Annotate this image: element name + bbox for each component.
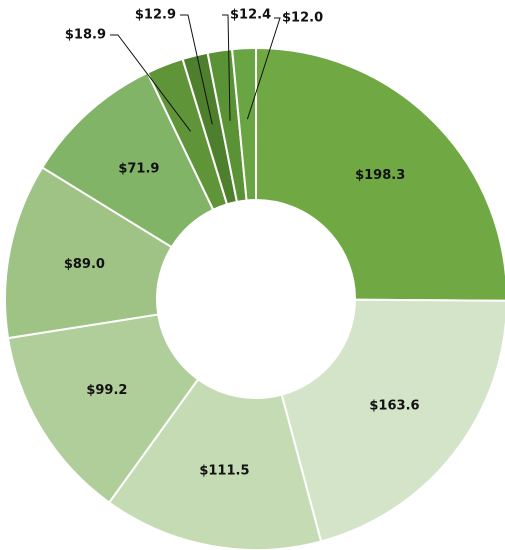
leader-line xyxy=(110,34,191,132)
donut-slice xyxy=(255,46,505,302)
callout-label: $12.4 xyxy=(230,8,271,23)
slice-label: $111.5 xyxy=(199,464,249,479)
leader-line xyxy=(222,14,231,121)
slice-label: $198.3 xyxy=(355,168,405,183)
slice-label: $71.9 xyxy=(118,161,159,176)
donut-slice xyxy=(280,298,505,543)
callout-label: $12.9 xyxy=(135,8,176,23)
donut-slice xyxy=(4,166,174,340)
callout-label: $12.0 xyxy=(282,11,323,26)
donut-slice xyxy=(6,313,200,504)
callout-label: $18.9 xyxy=(65,28,106,43)
leader-line xyxy=(180,14,213,125)
donut-slice xyxy=(230,46,257,202)
slice-label: $163.6 xyxy=(369,398,419,413)
slice-label: $89.0 xyxy=(64,257,105,272)
slice-label: $99.2 xyxy=(86,383,127,398)
leader-line xyxy=(246,17,281,120)
